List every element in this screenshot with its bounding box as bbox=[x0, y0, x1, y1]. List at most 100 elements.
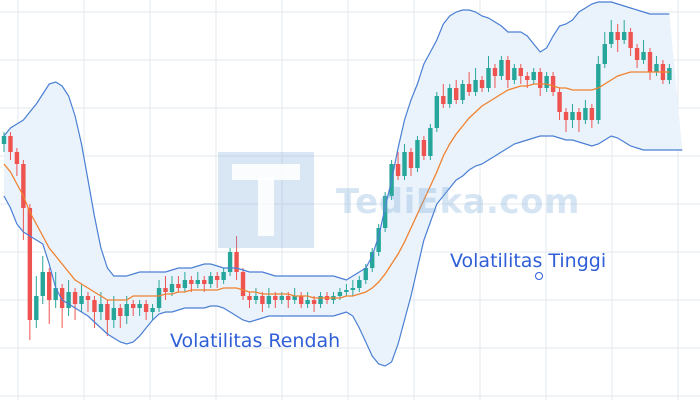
candle-body bbox=[253, 296, 259, 300]
candle-body bbox=[202, 280, 207, 284]
candle-body bbox=[428, 128, 433, 156]
candle-body bbox=[537, 72, 543, 88]
candle-body bbox=[615, 32, 620, 40]
candle-body bbox=[72, 292, 78, 304]
candle-body bbox=[460, 84, 465, 100]
watermark-text: TediEka.com bbox=[336, 182, 580, 222]
candle-body bbox=[105, 304, 110, 320]
candle-body bbox=[557, 92, 562, 112]
candle-body bbox=[628, 32, 633, 48]
candle-body bbox=[647, 52, 653, 72]
candle-body bbox=[634, 48, 640, 60]
candle-body bbox=[550, 76, 556, 92]
candle-body bbox=[563, 112, 569, 120]
candle-body bbox=[596, 64, 601, 120]
candle-body bbox=[473, 80, 478, 92]
candle-body bbox=[234, 252, 239, 272]
candle-body bbox=[583, 108, 588, 120]
cursor-marker bbox=[535, 272, 543, 280]
candle-body bbox=[98, 304, 104, 312]
candle-body bbox=[505, 60, 511, 80]
candle-body bbox=[311, 300, 317, 304]
candle-body bbox=[454, 88, 459, 100]
candle-body bbox=[247, 296, 252, 300]
candle-body bbox=[111, 308, 117, 320]
candle-body bbox=[182, 280, 188, 288]
candle-body bbox=[53, 288, 58, 300]
candle-body bbox=[240, 272, 246, 296]
candle-body bbox=[59, 288, 65, 308]
candle-body bbox=[570, 112, 575, 120]
candle-body bbox=[266, 296, 272, 304]
candle-body bbox=[370, 252, 375, 268]
candle-body bbox=[602, 44, 607, 64]
candle-body bbox=[402, 152, 407, 176]
candle-body bbox=[479, 80, 485, 88]
candle-body bbox=[1, 136, 7, 144]
candle-body bbox=[214, 276, 220, 280]
candle-body bbox=[279, 296, 284, 300]
candle-body bbox=[131, 304, 136, 308]
candle-body bbox=[441, 96, 446, 104]
watermark-logo bbox=[218, 152, 314, 248]
upper-band-line bbox=[3, 1, 670, 281]
candle-body bbox=[576, 112, 582, 120]
candle-body bbox=[525, 76, 530, 80]
candle-body bbox=[512, 68, 517, 80]
candle-body bbox=[221, 272, 226, 280]
candle-body bbox=[66, 292, 71, 308]
candle-body bbox=[143, 304, 149, 312]
candle-body bbox=[415, 140, 420, 168]
candle-body bbox=[486, 68, 491, 88]
candle-body bbox=[357, 280, 362, 288]
candle-body bbox=[156, 288, 162, 308]
candle-body bbox=[292, 296, 297, 300]
candle-body bbox=[589, 108, 595, 120]
candle-body bbox=[195, 280, 200, 284]
candle-body bbox=[654, 64, 659, 72]
candle-body bbox=[47, 272, 52, 300]
candle-body bbox=[667, 68, 672, 80]
candle-body bbox=[150, 308, 155, 312]
lower-band-line bbox=[3, 135, 683, 367]
candle-body bbox=[518, 68, 523, 76]
candle-body bbox=[382, 196, 388, 228]
candle-body bbox=[208, 276, 213, 284]
candle-body bbox=[363, 268, 368, 280]
candle-body bbox=[305, 300, 310, 304]
candle-body bbox=[466, 84, 472, 92]
candle-body bbox=[298, 296, 304, 304]
candle-body bbox=[163, 288, 168, 292]
candle-body bbox=[499, 60, 504, 76]
candle-body bbox=[169, 284, 175, 292]
candle-body bbox=[286, 296, 291, 300]
candle-body bbox=[34, 296, 39, 320]
candle-body bbox=[8, 136, 13, 152]
candle-body bbox=[176, 284, 181, 288]
candle-body bbox=[421, 140, 427, 156]
candle-body bbox=[189, 280, 194, 284]
candle-body bbox=[447, 88, 452, 104]
candle-body bbox=[337, 292, 343, 296]
candle-body bbox=[137, 304, 142, 308]
candle-body bbox=[85, 296, 91, 300]
candle-body bbox=[27, 208, 33, 320]
candle-body bbox=[408, 152, 414, 168]
candle-body bbox=[40, 272, 45, 296]
candle-body bbox=[227, 252, 233, 272]
candle-body bbox=[641, 52, 646, 60]
annotation-high-volatility: Volatilitas Tinggi bbox=[450, 250, 607, 272]
candle-body bbox=[531, 72, 536, 80]
candle-body bbox=[344, 290, 349, 292]
candle-body bbox=[273, 296, 278, 300]
candle-body bbox=[118, 308, 123, 316]
candle-body bbox=[544, 76, 549, 88]
candle-body bbox=[124, 304, 129, 316]
candle-body bbox=[609, 32, 614, 44]
candle-body bbox=[492, 68, 498, 76]
candle-body bbox=[21, 164, 26, 208]
candle-body bbox=[434, 96, 440, 128]
candle-body bbox=[14, 152, 20, 164]
